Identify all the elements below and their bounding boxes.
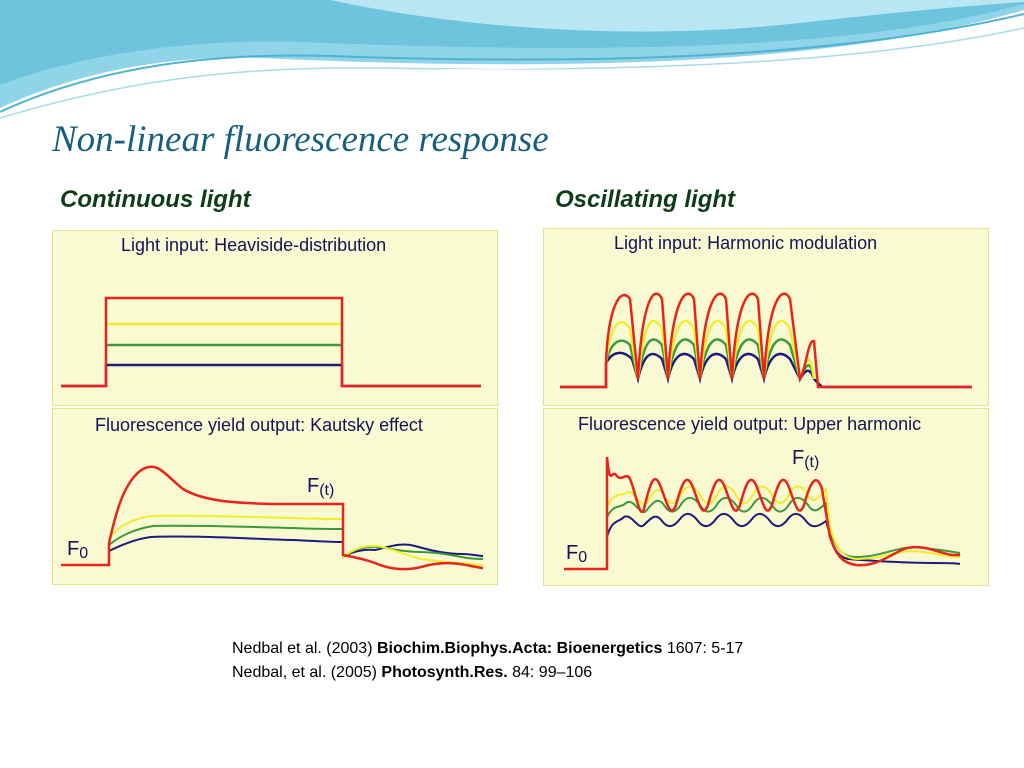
oscillating-input-label: Light input: Harmonic modulation — [614, 233, 878, 253]
upper-harmonic-red-curve — [564, 456, 960, 571]
oscillating-output-label: Fluorescence yield output: Upper harmoni… — [578, 414, 922, 434]
input-red-curve — [61, 296, 481, 388]
f0-sub-oscillating: 0 — [578, 549, 588, 566]
ft-label-oscillating: F(t) — [792, 447, 819, 472]
output-red-curve — [61, 465, 484, 571]
reference-2-volume: 84: 99–106 — [507, 664, 593, 681]
reference-2-authors: Nedbal, et al. (2005) — [232, 664, 382, 681]
oscillating-output-panel: Fluorescence yield output: Upper harmoni… — [543, 408, 989, 586]
output-navy-curve — [61, 535, 484, 566]
background-waves — [0, 0, 1024, 119]
reference-2: Nedbal, et al. (2005) Photosynth.Res. 84… — [232, 664, 592, 682]
upper-harmonic-yellow-curve — [606, 485, 961, 561]
harmonic-yellow-curve — [604, 319, 816, 380]
ft-sub: (t) — [319, 482, 335, 499]
harmonic-red-curve — [560, 292, 972, 389]
continuous-input-panel: Light input: Heaviside-distribution — [52, 230, 498, 406]
output-green-curve — [108, 524, 484, 560]
slide-title: Non-linear fluorescence response — [52, 119, 549, 160]
continuous-input-graph — [61, 296, 481, 388]
ft-sub-oscillating: (t) — [804, 454, 820, 471]
upper-harmonic-navy-curve — [564, 513, 961, 570]
continuous-output-panel: Fluorescence yield output: Kautsky effec… — [52, 408, 498, 585]
oscillating-output-graph — [564, 456, 961, 571]
reference-1-volume: 1607: 5-17 — [662, 640, 744, 657]
oscillating-input-panel: Light input: Harmonic modulation — [543, 228, 989, 406]
input-navy-curve — [61, 363, 481, 388]
f0-main: F — [67, 538, 80, 560]
f0-label: F0 — [67, 538, 88, 563]
f0-label-oscillating: F0 — [566, 542, 587, 567]
column-heading-oscillating: Oscillating light — [545, 180, 989, 220]
column-heading-continuous: Continuous light — [50, 180, 496, 220]
ft-main-oscillating: F — [792, 447, 805, 469]
continuous-output-graph — [61, 465, 484, 571]
reference-1: Nedbal et al. (2003) Biochim.Biophys.Act… — [232, 640, 743, 658]
f0-sub: 0 — [79, 545, 89, 562]
continuous-input-label: Light input: Heaviside-distribution — [121, 235, 387, 255]
ft-label: F(t) — [307, 475, 334, 500]
reference-1-journal: Biochim.Biophys.Acta: Bioenergetics — [376, 640, 663, 657]
reference-2-journal: Photosynth.Res. — [381, 664, 508, 681]
oscillating-input-graph — [560, 292, 972, 389]
reference-1-authors: Nedbal et al. (2003) — [232, 640, 377, 657]
continuous-output-label: Fluorescence yield output: Kautsky effec… — [95, 415, 423, 435]
ft-main: F — [307, 475, 320, 497]
f0-main-oscillating: F — [566, 542, 579, 564]
